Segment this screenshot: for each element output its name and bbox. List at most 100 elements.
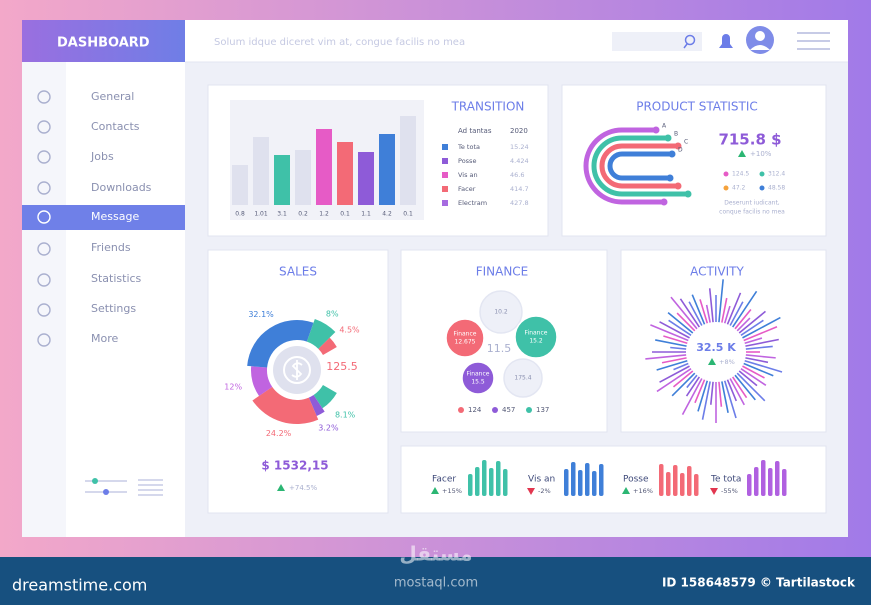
menu-item[interactable]: Message — [91, 210, 139, 223]
radial-line — [656, 368, 692, 393]
mini-bar — [578, 470, 583, 496]
donut-label: 12% — [224, 382, 242, 391]
radial-line — [734, 308, 752, 330]
bar — [379, 134, 395, 205]
mini-bar — [694, 474, 699, 496]
menu-item[interactable]: Statistics — [91, 272, 142, 285]
amount: 715.8 $ — [718, 131, 781, 149]
menu-icon[interactable] — [37, 120, 51, 134]
bubble-text: Finance — [467, 371, 490, 378]
donut-label: 8% — [326, 310, 339, 319]
radial-line — [742, 316, 781, 339]
summary-change: +15% — [442, 487, 462, 495]
menu-item[interactable]: Downloads — [91, 181, 152, 194]
mini-bar — [482, 460, 487, 496]
trend-up-icon — [277, 484, 285, 491]
bubble-text: 12.675 — [455, 339, 476, 346]
mini-bar — [468, 474, 473, 496]
arc-track — [583, 127, 667, 205]
menu-icon[interactable] — [37, 273, 51, 287]
slider-knob[interactable] — [103, 489, 109, 495]
total: $ 1532,15 — [261, 459, 328, 473]
menu-icon[interactable] — [37, 181, 51, 195]
menu-active[interactable] — [22, 205, 185, 230]
dollar-icon — [283, 356, 311, 384]
legend-value: 47.2 — [732, 185, 746, 192]
mini-bar — [592, 471, 597, 496]
radial-line — [688, 301, 703, 326]
radial-line — [673, 362, 689, 371]
bubble — [445, 318, 485, 358]
mini-bar — [761, 460, 766, 496]
radial-line — [676, 312, 696, 332]
radial-line — [721, 297, 728, 323]
slider-knob[interactable] — [92, 478, 98, 484]
menu-item[interactable]: Jobs — [90, 150, 114, 163]
menu-item[interactable]: Settings — [91, 302, 136, 315]
radial-line — [745, 338, 779, 347]
menu-icon[interactable] — [37, 303, 51, 317]
mini-bar — [687, 466, 692, 496]
arc-label: B — [674, 131, 678, 138]
mini-bar — [571, 462, 576, 496]
menu-icon[interactable] — [37, 150, 51, 164]
arc-dot — [660, 198, 668, 206]
radial-line — [723, 305, 731, 324]
radial-line — [670, 346, 687, 350]
legend-swatch — [442, 200, 448, 206]
menu-icon[interactable] — [37, 242, 51, 256]
mini-bar — [659, 464, 664, 496]
watermark: مستقل — [399, 542, 472, 566]
search-box[interactable] — [612, 32, 702, 51]
bar — [232, 165, 248, 205]
arc-track — [607, 151, 675, 181]
search-icon[interactable] — [684, 34, 696, 46]
table-header: 2020 — [510, 127, 528, 135]
radial-line — [656, 359, 688, 371]
mini-bar — [673, 465, 678, 496]
bubble-text: 15.5 — [471, 379, 485, 386]
menu-item[interactable]: Contacts — [91, 120, 140, 133]
menu-item[interactable]: General — [91, 90, 134, 103]
menu-icon[interactable] — [37, 210, 51, 224]
radial-line — [679, 298, 700, 328]
menu-icon[interactable] — [37, 90, 51, 104]
card-title: TRANSITION — [451, 100, 525, 114]
change: +10% — [750, 150, 772, 158]
mini-bar — [503, 469, 508, 496]
radial-line — [699, 299, 709, 324]
radial-line — [718, 279, 724, 323]
mini-bar — [564, 469, 569, 496]
legend-dot — [759, 185, 765, 191]
trend-up-icon — [622, 487, 630, 494]
bar — [295, 150, 311, 205]
arc-dot — [664, 134, 672, 142]
bar — [337, 142, 353, 205]
legend-value: 457 — [502, 406, 515, 414]
menu-icon[interactable] — [797, 32, 830, 50]
radial-line — [726, 292, 742, 325]
menu-item[interactable]: More — [91, 332, 119, 345]
bell-icon[interactable] — [719, 34, 733, 48]
summary-name: Te tota — [710, 475, 741, 485]
mini-bar — [599, 464, 604, 496]
radial-line — [672, 370, 694, 388]
radial-line — [708, 288, 714, 323]
donut-label: 24.2% — [266, 429, 292, 438]
menu-item[interactable]: Friends — [91, 241, 131, 254]
radial-line — [721, 381, 729, 413]
note: Deserunt iudicant, — [724, 200, 780, 207]
bar-label: 3.1 — [277, 211, 287, 218]
change: +74.5% — [289, 484, 317, 492]
summary-change: -2% — [538, 487, 551, 495]
bubble-text: 10.2 — [494, 309, 508, 316]
radial-line — [663, 335, 688, 345]
mini-bar — [666, 472, 671, 496]
radial-line — [661, 357, 687, 364]
mini-bar — [775, 461, 780, 496]
avatar-head — [755, 31, 765, 41]
legend-value: 124.5 — [732, 171, 749, 178]
menu-icon[interactable] — [37, 333, 51, 347]
radial-line — [732, 376, 748, 399]
table-name: Te tota — [457, 143, 480, 151]
